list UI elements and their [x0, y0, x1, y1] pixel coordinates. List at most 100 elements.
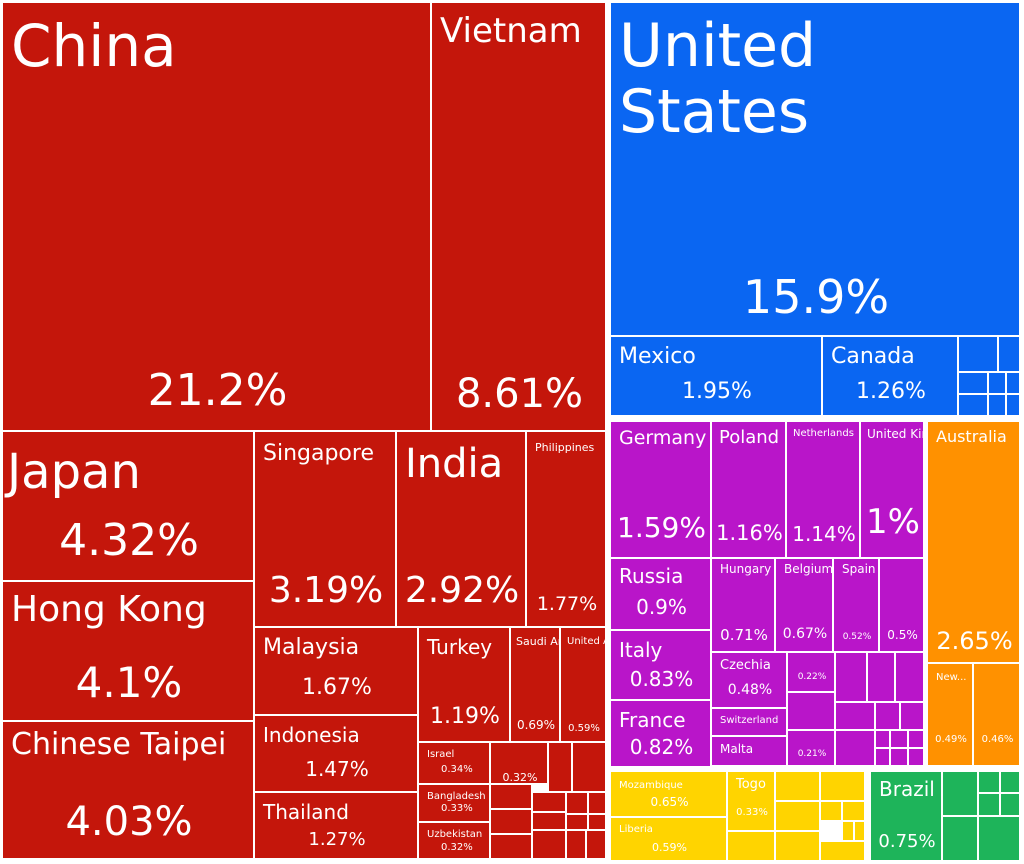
tile-minor-asia-12 [566, 830, 586, 859]
tile-value: 4.03% [65, 799, 193, 845]
tile-minor-asia-8 [566, 814, 588, 830]
tile-value: 0.5% [887, 628, 918, 643]
tile-liberia: Liberia 0.59% [610, 817, 727, 861]
tile-minor-africa-37 [820, 771, 865, 801]
tile-minor-europe-34 [890, 748, 908, 766]
tile-europe-item-12: 0.22% [787, 652, 835, 692]
tile-united-states: United States 15.9% [610, 2, 1020, 336]
tile-label: China [11, 12, 177, 80]
tile-value: 1.26% [856, 378, 926, 404]
tile-label: Thailand [263, 800, 349, 824]
tile-minor-europe-22 [835, 652, 867, 702]
tile-minor-north-america-16 [958, 372, 988, 394]
tile-brazil: Brazil 0.75% [870, 771, 942, 861]
tile-label: Togo [736, 777, 766, 792]
tile-new: New... 0.49% [927, 663, 973, 766]
tile-minor-europe-25 [787, 692, 835, 730]
tile-value: 0.34% [441, 763, 473, 775]
tile-value: 0.82% [629, 735, 694, 759]
tile-minor-north-america-21 [1006, 394, 1020, 416]
tile-minor-africa-36 [775, 771, 820, 801]
tile-minor-asia-3 [532, 792, 566, 812]
tile-vietnam: Vietnam 8.61% [431, 2, 606, 431]
tile-togo: Togo 0.33% [727, 771, 775, 831]
tile-united-kingdom: United Kingdom 1% [860, 421, 924, 558]
group-divider [924, 416, 928, 770]
tile-russia: Russia 0.9% [610, 558, 711, 630]
tile-label: Italy [619, 638, 663, 662]
tile-mexico: Mexico 1.95% [610, 336, 822, 416]
tile-label: Switzerland [720, 715, 779, 726]
tile-minor-north-america-15 [998, 336, 1020, 372]
tile-value: 1.59% [617, 510, 706, 544]
tile-minor-africa-42 [854, 821, 865, 841]
tile-value: 1.16% [716, 521, 783, 546]
tile-value: 0.49% [935, 733, 967, 745]
tile-minor-north-america-14 [958, 336, 998, 372]
tile-chinese-taipei: Chinese Taipei 4.03% [2, 721, 254, 859]
tile-value: 15.9% [742, 269, 890, 324]
tile-minor-europe-33 [875, 748, 890, 766]
tile-value: 1.27% [308, 829, 366, 851]
tile-label: New... [936, 672, 967, 683]
tile-label: Liberia [619, 824, 653, 835]
tile-label: Czechia [720, 658, 771, 673]
tile-minor-asia-0 [548, 742, 572, 792]
tile-value: 0.33% [736, 806, 768, 818]
tile-value: 1.67% [302, 674, 372, 700]
tile-minor-asia-4 [566, 792, 588, 814]
tile-bangladesh: Bangladesh 0.33% [418, 784, 490, 822]
group-divider [606, 416, 1024, 421]
tile-minor-north-america-20 [988, 394, 1006, 416]
tile-minor-europe-28 [900, 702, 924, 730]
tile-minor-north-america-18 [1006, 372, 1020, 394]
tile-asia-item-15: 0.32% [490, 742, 548, 784]
tile-value: 0.83% [629, 667, 694, 691]
tile-label: Japan [7, 444, 141, 500]
tile-value: 0.65% [650, 795, 689, 810]
tile-minor-asia-11 [532, 830, 566, 859]
tile-france: France 0.82% [610, 700, 711, 770]
tile-value: 0.52% [842, 632, 872, 643]
tile-label: United States [619, 11, 817, 147]
tile-label: Bangladesh [427, 791, 486, 802]
tile-minor-asia-5 [588, 792, 606, 814]
tile-malta: Malta [711, 736, 787, 766]
tile-minor-africa-44 [775, 831, 820, 861]
tile-label: Belgium [784, 562, 833, 576]
tile-hong-kong: Hong Kong 4.1% [2, 581, 254, 721]
tile-philippines: Philippines 1.77% [526, 431, 606, 627]
tile-label: Netherlands [793, 428, 854, 439]
tile-minor-europe-27 [875, 702, 900, 730]
tile-label: Chinese Taipei [11, 727, 227, 762]
tile-minor-africa-45 [820, 841, 865, 861]
tile-label: Vietnam [440, 11, 582, 51]
tile-turkey: Turkey 1.19% [418, 627, 510, 742]
tile-minor-europe-29 [835, 730, 875, 766]
tile-minor-north-america-17 [988, 372, 1006, 394]
tile-minor-europe-30 [875, 730, 890, 748]
tile-label: Israel [427, 749, 455, 760]
tile-hungary: Hungary 0.71% [711, 558, 775, 652]
tile-minor-europe-32 [908, 730, 924, 748]
tile-netherlands: Netherlands 1.14% [786, 421, 860, 558]
tile-minor-europe-23 [867, 652, 895, 702]
tile-minor-south-america-52 [978, 816, 1020, 861]
tile-value: 0.32% [502, 770, 538, 784]
tile-minor-europe-26 [835, 702, 875, 730]
tile-value: 2.92% [404, 570, 520, 612]
tile-czechia: Czechia 0.48% [711, 652, 787, 708]
tile-value: 0.32% [441, 841, 473, 853]
tile-saudi-arabia: Saudi Arabia 0.69% [510, 627, 560, 742]
tile-value: 3.19% [268, 570, 384, 612]
tile-europe-item-10: 0.5% [879, 558, 924, 652]
tile-value: 1.19% [430, 703, 500, 729]
tile-value: 0.33% [441, 802, 473, 814]
tile-value: 1% [866, 502, 920, 543]
tile-value: 0.59% [652, 840, 687, 854]
tile-label: Australia [936, 427, 1007, 446]
tile-australia: Australia 2.65% [927, 421, 1020, 663]
tile-value: 1.14% [792, 522, 856, 546]
tile-minor-asia-2 [490, 784, 532, 809]
tile-value: 0.46% [981, 733, 1014, 745]
